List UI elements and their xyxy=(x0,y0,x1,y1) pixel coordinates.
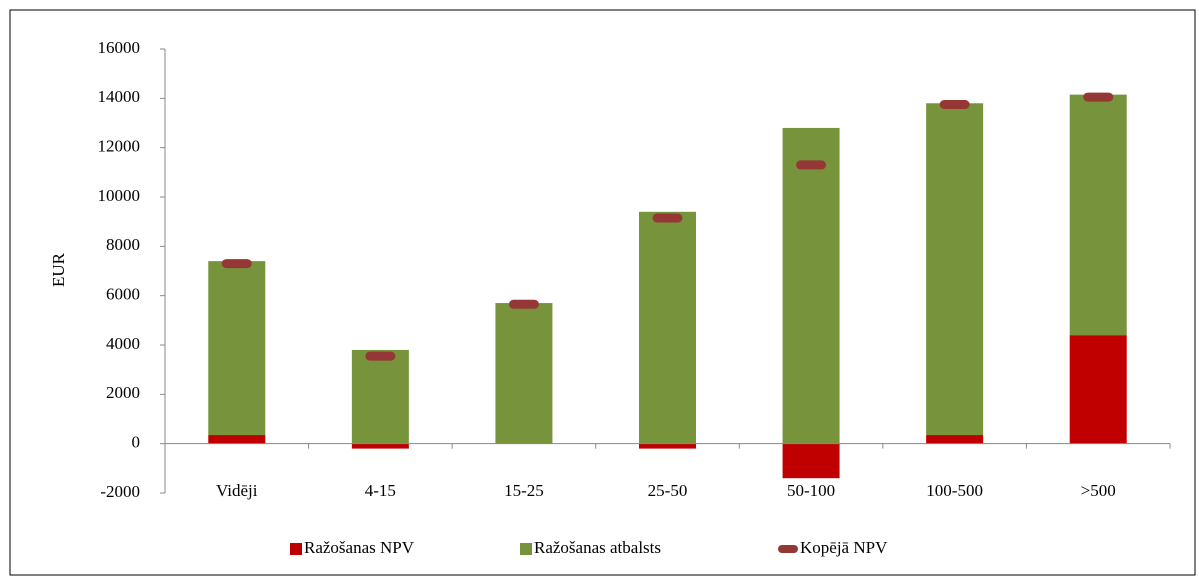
y-tick-label: 6000 xyxy=(106,285,140,304)
legend-swatch xyxy=(290,543,302,555)
total-marker xyxy=(652,213,683,223)
total-marker xyxy=(508,299,539,309)
bar-segment xyxy=(208,435,266,444)
x-tick-label: 15-25 xyxy=(504,481,544,500)
x-tick-label: 25-50 xyxy=(648,481,688,500)
legend-label: Ražošanas NPV xyxy=(304,538,415,557)
bar-segment xyxy=(639,443,696,449)
chart-frame xyxy=(9,9,1196,576)
y-tick-label: 16000 xyxy=(98,38,141,57)
y-tick-label: -2000 xyxy=(100,482,140,501)
x-tick-label: >500 xyxy=(1081,481,1116,500)
y-tick-label: 4000 xyxy=(106,334,140,353)
y-tick-label: 14000 xyxy=(98,87,141,106)
bar-segment xyxy=(782,443,840,479)
legend-label: Kopējā NPV xyxy=(800,538,888,557)
bar-segment xyxy=(782,127,840,444)
bar-segment xyxy=(495,303,553,444)
legend-swatch xyxy=(520,543,532,555)
y-tick-label: 8000 xyxy=(106,235,140,254)
y-tick-label: 12000 xyxy=(98,137,141,156)
bar-segment xyxy=(208,261,266,436)
bar-segment xyxy=(926,435,984,444)
x-tick-label: 100-500 xyxy=(926,481,983,500)
x-tick-label: 4-15 xyxy=(365,481,396,500)
bar-segment xyxy=(351,349,409,444)
total-marker xyxy=(365,351,396,361)
legend-label: Ražošanas atbalsts xyxy=(534,538,661,557)
bar-segment xyxy=(1069,94,1127,336)
bar-segment xyxy=(1069,335,1127,444)
bar-segment xyxy=(639,211,696,444)
y-tick-label: 10000 xyxy=(98,186,141,205)
y-tick-label: 0 xyxy=(132,433,141,452)
total-marker xyxy=(221,259,252,269)
total-marker xyxy=(1083,92,1114,102)
total-marker xyxy=(939,100,970,109)
x-tick-label: 50-100 xyxy=(787,481,835,500)
total-marker xyxy=(796,160,827,170)
y-axis-label: EUR xyxy=(49,252,68,287)
x-tick-label: Vidēji xyxy=(216,481,258,500)
bar-segment xyxy=(351,443,409,449)
legend-swatch xyxy=(778,545,798,553)
bar-segment xyxy=(926,103,984,436)
y-tick-label: 2000 xyxy=(106,383,140,402)
